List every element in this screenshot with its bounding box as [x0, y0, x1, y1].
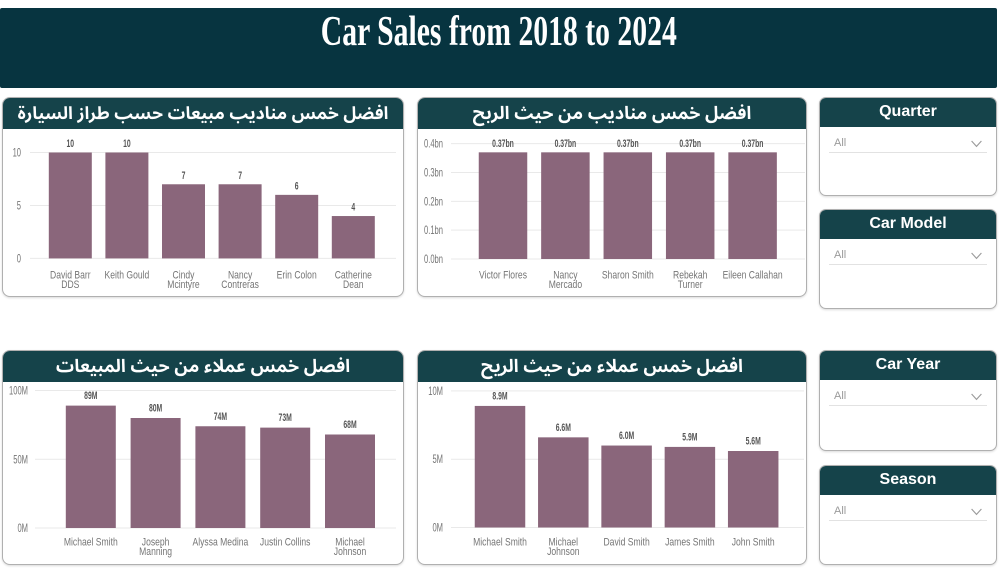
- svg-text:Johnson: Johnson: [334, 546, 366, 558]
- svg-text:5M: 5M: [432, 454, 443, 467]
- svg-text:89M: 89M: [84, 388, 97, 401]
- svg-text:5: 5: [17, 200, 21, 213]
- svg-text:Justin Collins: Justin Collins: [260, 537, 311, 549]
- svg-text:0.3bn: 0.3bn: [424, 167, 443, 180]
- svg-text:0.2bn: 0.2bn: [424, 196, 443, 209]
- svg-text:Sharon Smith: Sharon Smith: [602, 270, 654, 282]
- svg-text:Michael Smith: Michael Smith: [473, 537, 527, 549]
- svg-text:4: 4: [351, 200, 355, 213]
- svg-text:Alyssa Medina: Alyssa Medina: [193, 537, 249, 549]
- svg-text:6.0M: 6.0M: [619, 428, 634, 441]
- svg-text:Catherine: Catherine: [335, 270, 373, 282]
- svg-text:Johnson: Johnson: [547, 546, 579, 558]
- svg-text:Turner: Turner: [678, 279, 704, 291]
- svg-text:6.6M: 6.6M: [556, 420, 571, 433]
- svg-text:Manning: Manning: [139, 546, 172, 558]
- svg-text:50M: 50M: [13, 454, 28, 467]
- svg-text:0.4bn: 0.4bn: [424, 138, 443, 151]
- svg-text:68M: 68M: [343, 417, 356, 430]
- svg-text:Nancy: Nancy: [553, 270, 577, 282]
- svg-text:0.1bn: 0.1bn: [424, 225, 443, 238]
- svg-text:Michael: Michael: [335, 537, 365, 549]
- svg-text:DDS: DDS: [61, 279, 79, 291]
- svg-text:David Barr: David Barr: [50, 270, 91, 282]
- svg-text:Contreras: Contreras: [221, 279, 259, 291]
- svg-text:0.37bn: 0.37bn: [492, 136, 514, 149]
- svg-text:David Smith: David Smith: [603, 537, 649, 549]
- svg-text:Dean: Dean: [343, 279, 364, 291]
- svg-text:100M: 100M: [9, 385, 28, 398]
- svg-text:Mercado: Mercado: [549, 279, 583, 291]
- svg-text:Michael Smith: Michael Smith: [64, 537, 118, 549]
- svg-text:Mcintyre: Mcintyre: [167, 279, 200, 291]
- svg-text:Michael: Michael: [549, 537, 579, 549]
- svg-text:0: 0: [17, 253, 22, 266]
- svg-text:73M: 73M: [279, 410, 292, 423]
- svg-text:5.9M: 5.9M: [682, 429, 697, 442]
- svg-text:80M: 80M: [149, 401, 162, 414]
- svg-text:0M: 0M: [432, 522, 443, 535]
- svg-text:74M: 74M: [214, 409, 227, 422]
- svg-text:Victor Flores: Victor Flores: [479, 270, 527, 282]
- svg-text:10: 10: [123, 136, 131, 149]
- svg-text:John Smith: John Smith: [732, 537, 775, 549]
- svg-text:Cindy: Cindy: [173, 270, 195, 282]
- svg-text:Rebekah: Rebekah: [673, 270, 707, 282]
- svg-text:Nancy: Nancy: [228, 270, 252, 282]
- svg-text:Eileen Callahan: Eileen Callahan: [723, 270, 783, 282]
- svg-text:Joseph: Joseph: [142, 537, 170, 549]
- svg-text:0.37bn: 0.37bn: [617, 136, 639, 149]
- svg-text:Keith Gould: Keith Gould: [104, 270, 149, 282]
- svg-text:0M: 0M: [17, 523, 28, 536]
- svg-text:10M: 10M: [428, 385, 443, 398]
- svg-text:0.0bn: 0.0bn: [424, 254, 443, 267]
- svg-text:10: 10: [66, 136, 74, 149]
- svg-text:5.6M: 5.6M: [746, 434, 761, 447]
- svg-text:0.37bn: 0.37bn: [679, 136, 701, 149]
- svg-text:10: 10: [13, 147, 22, 160]
- svg-text:7: 7: [238, 168, 242, 181]
- svg-text:8.9M: 8.9M: [492, 389, 507, 402]
- svg-text:Erin Colon: Erin Colon: [277, 270, 317, 282]
- svg-text:0.37bn: 0.37bn: [555, 136, 577, 149]
- svg-text:6: 6: [295, 178, 299, 191]
- svg-text:James Smith: James Smith: [665, 537, 715, 549]
- svg-text:7: 7: [182, 168, 186, 181]
- svg-text:0.37bn: 0.37bn: [742, 136, 764, 149]
